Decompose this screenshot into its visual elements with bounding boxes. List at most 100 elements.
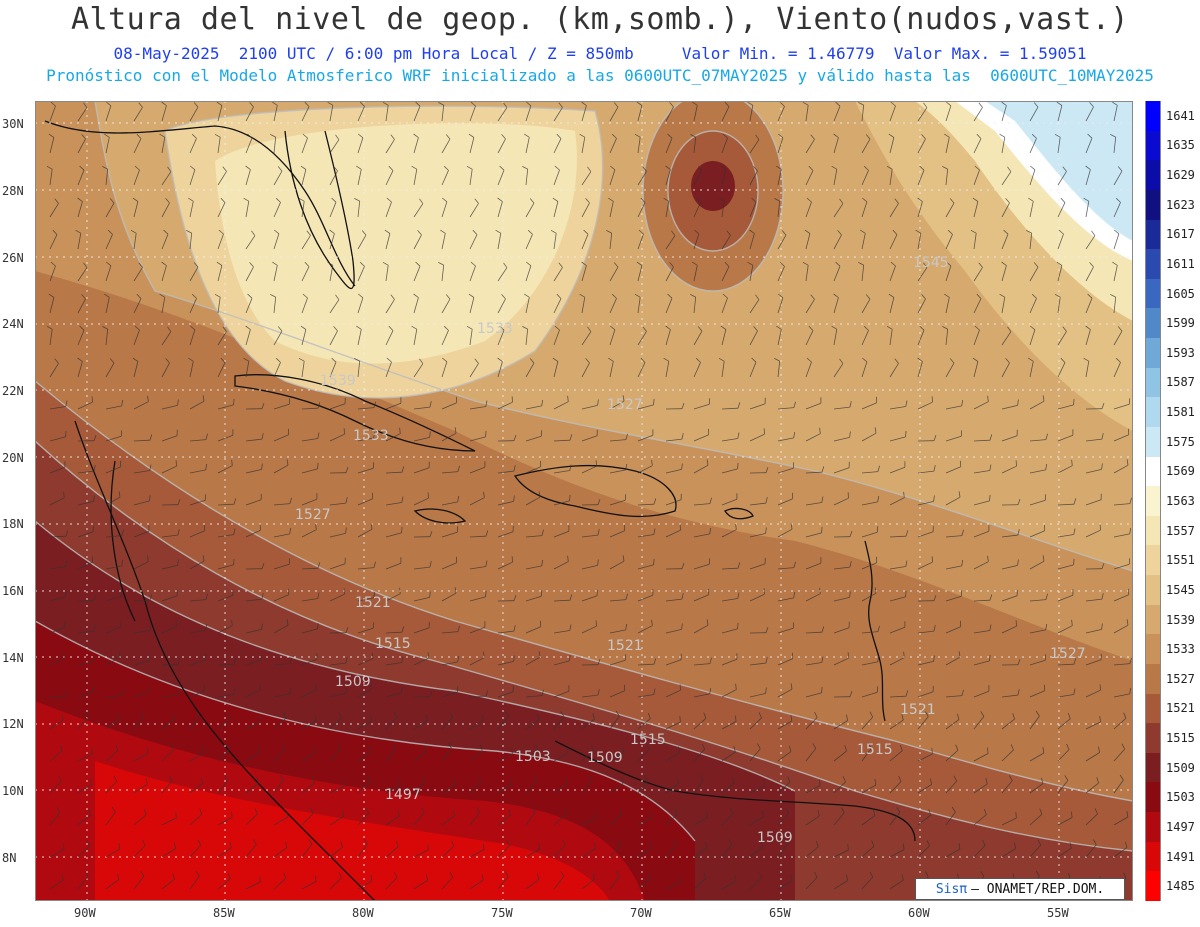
- colorbar-level-label: 1491: [1166, 849, 1195, 864]
- wind-barb: [805, 265, 809, 282]
- wind-barb: [385, 877, 398, 890]
- wind-barb-flag: [401, 526, 403, 533]
- wind-barb: [749, 202, 757, 218]
- wind-barb-flag: [382, 101, 389, 106]
- wind-barb-flag: [421, 807, 425, 813]
- wind-barb: [217, 749, 230, 762]
- wind-barb: [217, 878, 231, 890]
- wind-barb-flag: [961, 689, 964, 696]
- wind-barb: [665, 499, 682, 506]
- wind-barb: [945, 656, 961, 666]
- wind-barb: [1113, 847, 1128, 858]
- wind-barb: [1085, 169, 1091, 186]
- wind-barb: [497, 784, 512, 794]
- wind-barb-flag: [172, 873, 175, 880]
- wind-barb: [861, 691, 878, 698]
- wind-barb: [77, 531, 94, 538]
- wind-barb: [889, 137, 895, 154]
- wind-barb: [525, 435, 542, 442]
- wind-barb-flag: [118, 843, 121, 850]
- wind-barb-flag: [394, 711, 398, 718]
- wind-barb-flag: [874, 587, 877, 594]
- wind-barb: [469, 436, 486, 442]
- wind-barb: [889, 297, 895, 314]
- wind-barb-flag: [419, 198, 424, 204]
- wind-barb-flag: [197, 839, 202, 846]
- wind-barb-flag: [837, 230, 842, 236]
- wind-barb: [469, 566, 486, 570]
- wind-barb-flag: [340, 841, 343, 848]
- wind-barb-flag: [511, 747, 513, 755]
- wind-barb-flag: [140, 711, 145, 717]
- wind-barb-flag: [1101, 463, 1103, 470]
- wind-barb: [721, 329, 727, 346]
- wind-barb-flag: [709, 497, 712, 504]
- wind-barb-flag: [806, 197, 812, 203]
- wind-barb: [889, 812, 901, 826]
- wind-barb: [833, 406, 850, 410]
- wind-barb: [693, 693, 710, 698]
- wind-barb: [1085, 629, 1102, 634]
- wind-barb: [777, 169, 782, 186]
- wind-barb: [497, 501, 514, 506]
- lon-label: 70W: [630, 906, 652, 920]
- wind-barb-flag: [91, 747, 93, 755]
- wind-barb: [553, 876, 565, 890]
- wind-barb: [217, 265, 223, 282]
- wind-barb: [1029, 169, 1036, 186]
- wind-barb: [413, 497, 429, 506]
- wind-barb-flag: [651, 619, 653, 626]
- colorbar-swatch: [1145, 812, 1161, 843]
- wind-barb: [525, 750, 539, 762]
- colorbar-swatch: [1145, 160, 1161, 191]
- wind-barb-flag: [422, 776, 426, 783]
- wind-barb-flag: [261, 593, 264, 600]
- wind-barb: [497, 138, 506, 154]
- wind-barb: [945, 535, 962, 538]
- wind-barb: [273, 533, 290, 538]
- wind-barb: [441, 105, 445, 122]
- wind-barb: [245, 235, 256, 250]
- wind-barb: [441, 876, 453, 890]
- wind-barb-flag: [699, 774, 704, 781]
- wind-barb-flag: [1071, 811, 1073, 818]
- wind-barb-flag: [835, 261, 841, 267]
- wind-barb: [637, 534, 654, 538]
- wind-barb: [833, 203, 844, 218]
- wind-barb-flag: [874, 427, 877, 434]
- wind-barb-flag: [923, 262, 928, 268]
- wind-barb-flag: [785, 807, 790, 814]
- wind-barb: [581, 265, 587, 282]
- wind-barb-flag: [478, 775, 482, 782]
- wind-barb-flag: [874, 779, 877, 786]
- wind-barb: [1113, 503, 1130, 506]
- contour-label: 1527: [1050, 646, 1086, 662]
- colorbar-level-label: 1497: [1166, 819, 1195, 834]
- wind-barb-flag: [1129, 527, 1132, 534]
- wind-barb-flag: [300, 325, 307, 330]
- wind-barb: [441, 138, 451, 154]
- wind-barb-flag: [1054, 293, 1061, 298]
- wind-barb-flag: [175, 811, 177, 819]
- wind-barb: [301, 844, 313, 858]
- wind-barb-flag: [522, 326, 528, 330]
- wind-barb: [945, 105, 952, 122]
- wind-barb: [1029, 715, 1040, 730]
- wind-barb-flag: [508, 809, 511, 816]
- wind-barb-flag: [933, 655, 935, 662]
- wind-barb: [553, 138, 562, 154]
- wind-barb: [553, 169, 560, 186]
- wind-barb-flag: [1026, 230, 1032, 234]
- wind-barb-flag: [317, 432, 320, 439]
- wind-barb: [189, 659, 206, 666]
- wind-barb: [161, 171, 172, 186]
- wind-barb: [637, 404, 654, 410]
- wind-barb-flag: [411, 325, 417, 330]
- wind-barb: [273, 779, 284, 794]
- wind-barb-flag: [503, 102, 508, 108]
- wind-barb: [49, 812, 61, 826]
- wind-barb: [49, 329, 53, 346]
- wind-barb: [49, 265, 56, 282]
- wind-barb-flag: [302, 133, 308, 139]
- wind-barb-flag: [958, 491, 961, 498]
